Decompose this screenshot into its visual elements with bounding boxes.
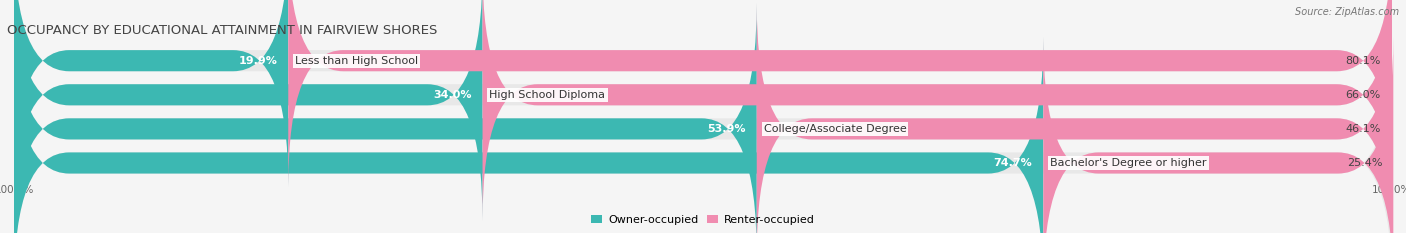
- Text: OCCUPANCY BY EDUCATIONAL ATTAINMENT IN FAIRVIEW SHORES: OCCUPANCY BY EDUCATIONAL ATTAINMENT IN F…: [7, 24, 437, 37]
- Text: 80.1%: 80.1%: [1346, 56, 1381, 66]
- FancyBboxPatch shape: [14, 37, 1043, 233]
- FancyBboxPatch shape: [14, 0, 1392, 186]
- Text: 25.4%: 25.4%: [1347, 158, 1382, 168]
- Text: High School Diploma: High School Diploma: [489, 90, 606, 100]
- FancyBboxPatch shape: [14, 3, 1392, 233]
- FancyBboxPatch shape: [756, 3, 1392, 233]
- FancyBboxPatch shape: [14, 37, 1392, 233]
- FancyBboxPatch shape: [14, 3, 756, 233]
- FancyBboxPatch shape: [14, 0, 1392, 221]
- FancyBboxPatch shape: [1043, 37, 1393, 233]
- Text: Source: ZipAtlas.com: Source: ZipAtlas.com: [1295, 7, 1399, 17]
- Text: 46.1%: 46.1%: [1346, 124, 1381, 134]
- Text: Less than High School: Less than High School: [295, 56, 418, 66]
- FancyBboxPatch shape: [14, 0, 288, 186]
- Text: 74.7%: 74.7%: [994, 158, 1032, 168]
- Text: Bachelor's Degree or higher: Bachelor's Degree or higher: [1050, 158, 1206, 168]
- FancyBboxPatch shape: [288, 0, 1392, 186]
- FancyBboxPatch shape: [482, 0, 1392, 221]
- Text: 34.0%: 34.0%: [433, 90, 471, 100]
- Text: 19.9%: 19.9%: [239, 56, 277, 66]
- FancyBboxPatch shape: [14, 0, 482, 221]
- Text: 66.0%: 66.0%: [1346, 90, 1381, 100]
- Legend: Owner-occupied, Renter-occupied: Owner-occupied, Renter-occupied: [586, 210, 820, 229]
- Text: College/Associate Degree: College/Associate Degree: [763, 124, 907, 134]
- Text: 53.9%: 53.9%: [707, 124, 745, 134]
